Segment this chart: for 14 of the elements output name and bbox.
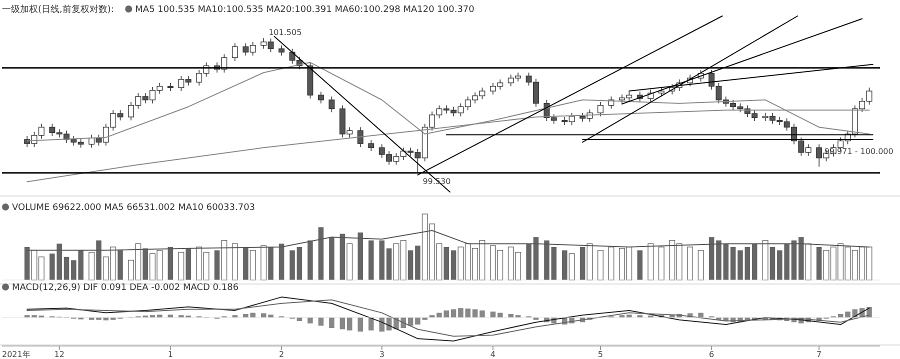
x-tick-label: 1 [168, 350, 173, 359]
x-tick-label: 3 [379, 350, 384, 359]
chart-title: 一级加权(日线,前复权对数): [2, 4, 114, 15]
annotation: 101.505 [268, 28, 302, 38]
x-tick-label: 6 [709, 350, 714, 359]
x-tick-label: 2 [278, 350, 284, 359]
x-tick-label: 12 [54, 350, 64, 359]
chart-title: MACD(12,26,9) DIF 0.091 DEA -0.002 MACD 0.186 [12, 283, 239, 293]
chart-title: VOLUME 69622.000 MA5 66531.002 MA10 60033.703 [12, 203, 256, 213]
x-tick-label: 4 [490, 350, 496, 359]
x-axis-title: 2021年 [2, 350, 30, 359]
x-tick-label: 5 [598, 350, 604, 359]
x-tick-label: 7 [816, 350, 822, 359]
chart-subtitle: MA5 100.535 MA10:100.535 MA20:100.391 MA60:100.298 MA120 100.370 [135, 5, 475, 15]
